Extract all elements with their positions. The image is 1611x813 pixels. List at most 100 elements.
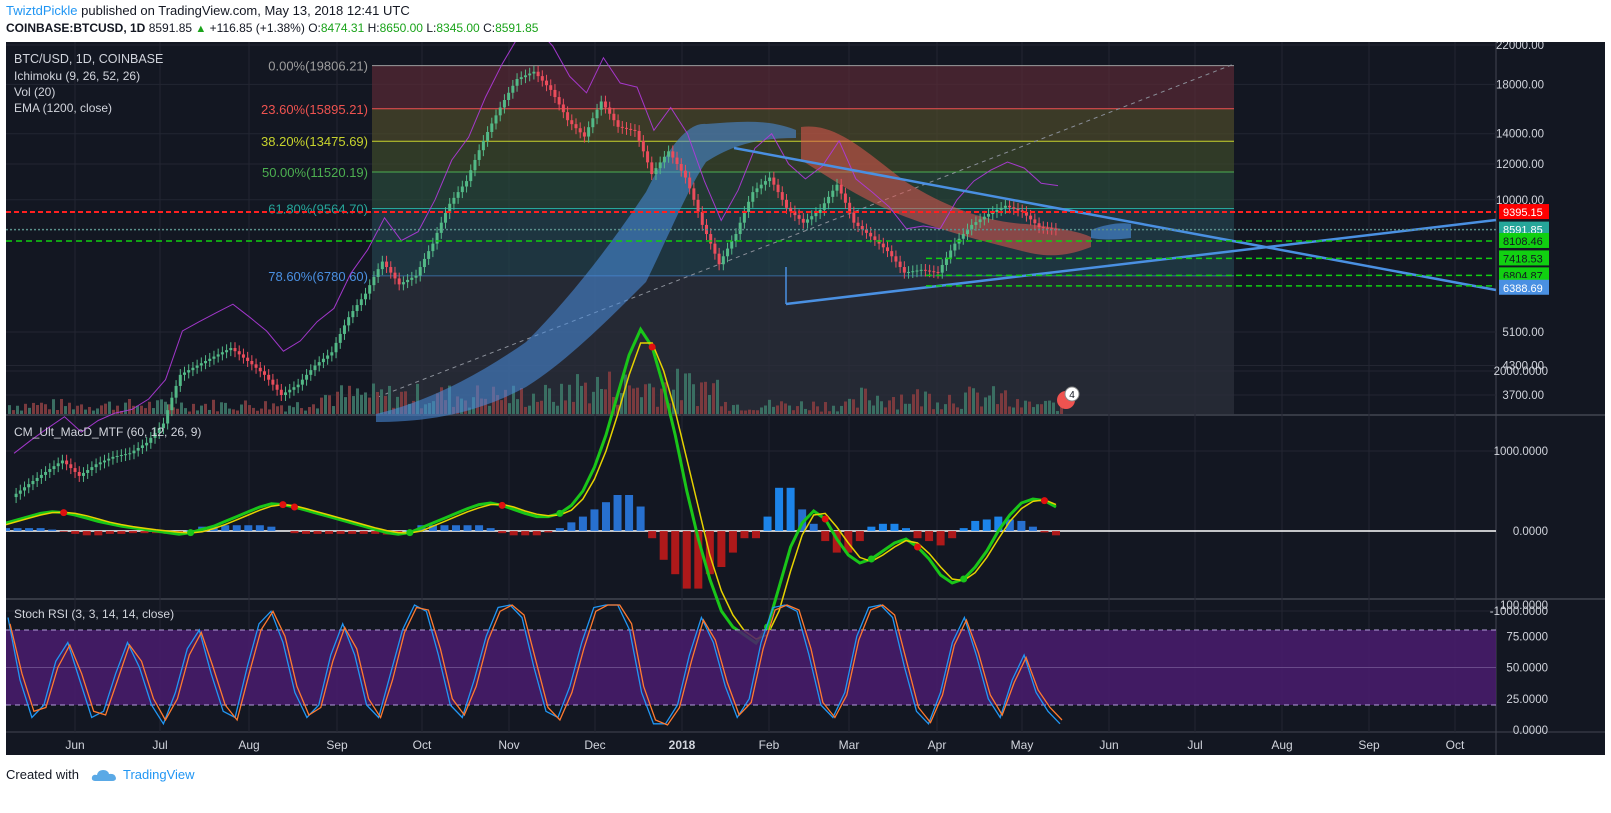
macd-histogram-bar [117, 531, 126, 534]
macd-cross-dot [1040, 497, 1048, 505]
candle-body [359, 299, 363, 306]
macd-histogram-bar [752, 531, 760, 539]
candle-body [507, 92, 511, 100]
volume-bar [1036, 404, 1039, 414]
candle-body [406, 279, 410, 283]
candle-body [633, 129, 637, 131]
macd-histogram-bar [290, 531, 299, 534]
candle-body [431, 243, 435, 252]
candle-body [397, 278, 401, 285]
volume-bar [184, 408, 187, 414]
volume-bar [8, 405, 11, 414]
candle-body [625, 127, 629, 129]
candle-body [380, 261, 384, 270]
volume-bar [396, 396, 399, 414]
macd-histogram-bar [1052, 531, 1060, 536]
volume-bar [816, 406, 819, 414]
candle-body [776, 184, 780, 193]
candle-body [111, 456, 115, 459]
macd-histogram-bar [1017, 520, 1026, 531]
volume-bar [60, 398, 63, 414]
volume-bar [600, 388, 603, 414]
volume-bar [924, 391, 927, 414]
candle-body [717, 253, 721, 265]
volume-bar [904, 403, 907, 414]
legend-stoch-rsi: Stoch RSI (3, 3, 14, 14, close) [14, 607, 174, 621]
tradingview-link[interactable]: TradingView [122, 767, 195, 782]
candle-body [309, 370, 313, 375]
candle-body [822, 203, 826, 210]
candle-body [220, 352, 224, 355]
candle-body [246, 357, 250, 361]
candle-body [894, 256, 898, 262]
author-link[interactable]: TwiztdPickle [6, 3, 78, 18]
volume-bar [584, 382, 587, 414]
volume-bar [36, 405, 39, 414]
volume-bar [1032, 407, 1035, 414]
chart-canvas[interactable]: 0.00%(19806.21) 23.60%(15895.21) 38.20%(13… [2, 27, 1605, 755]
time-tick-label: Oct [413, 738, 432, 752]
candle-body [355, 305, 359, 312]
candle-body [115, 455, 119, 457]
macd-panel [2, 326, 1496, 646]
volume-bar [564, 400, 567, 414]
volume-bar [232, 409, 235, 414]
macd-histogram-bar [302, 531, 310, 534]
candle-body [52, 466, 56, 470]
candle-body [1008, 205, 1012, 208]
stoch-d-line [9, 604, 1063, 726]
candle-body [801, 218, 805, 223]
candle-body [662, 156, 666, 163]
volume-bar [152, 408, 155, 414]
candle-body [974, 222, 978, 225]
volume-bar [928, 393, 931, 414]
volume-bar [872, 405, 875, 414]
candle-body [31, 481, 35, 485]
candle-body [364, 293, 368, 300]
candle-body [738, 222, 742, 235]
candle-body [574, 124, 578, 129]
volume-bar [112, 409, 115, 414]
price-label-text: 7418.53 [1503, 253, 1543, 265]
volume-bar [1028, 401, 1031, 414]
fib-level-label: 38.20%(13475.69) [261, 134, 368, 149]
volume-bar [1016, 399, 1019, 414]
price-label-box [1499, 221, 1549, 237]
volume-bar [76, 405, 79, 414]
volume-bar [236, 410, 239, 414]
candle-body [296, 384, 300, 388]
volume-bar [104, 403, 107, 414]
candle-body [1003, 205, 1007, 208]
candle-body [843, 193, 847, 203]
macd-histogram-bar [636, 506, 645, 531]
macd-histogram-bar [763, 516, 772, 531]
volume-bar [144, 408, 147, 414]
events-badge[interactable]: 4 [1057, 386, 1080, 409]
candle-body [742, 211, 746, 223]
volume-bar [164, 401, 167, 414]
volume-bar [732, 405, 735, 414]
stoch-tick-label: 100.0000 [1500, 600, 1548, 612]
volume-bar [276, 406, 279, 414]
cloud-future [1091, 223, 1131, 240]
candle-body [810, 216, 814, 220]
candle-body [978, 219, 982, 223]
stoch-tick-label: 0.0000 [1513, 725, 1548, 737]
volume-bar [536, 401, 539, 414]
volume-bar [632, 388, 635, 414]
macd-histogram-bar [659, 531, 668, 560]
volume-bar [344, 397, 347, 414]
volume-bar [200, 405, 203, 414]
candle-body [153, 432, 157, 438]
candle-body [654, 168, 658, 175]
volume-bar [172, 407, 175, 414]
candle-body [852, 212, 856, 223]
time-tick-label: Jul [152, 738, 167, 752]
chart-frame[interactable]: 0.00%(19806.21) 23.60%(15895.21) 38.20%(13… [2, 27, 1605, 755]
candle-body [747, 201, 751, 212]
candle-body [881, 243, 885, 248]
candle-body [936, 271, 940, 273]
candle-body [1041, 227, 1045, 229]
volume-bar [980, 406, 983, 414]
time-tick-label: 2018 [669, 738, 696, 752]
